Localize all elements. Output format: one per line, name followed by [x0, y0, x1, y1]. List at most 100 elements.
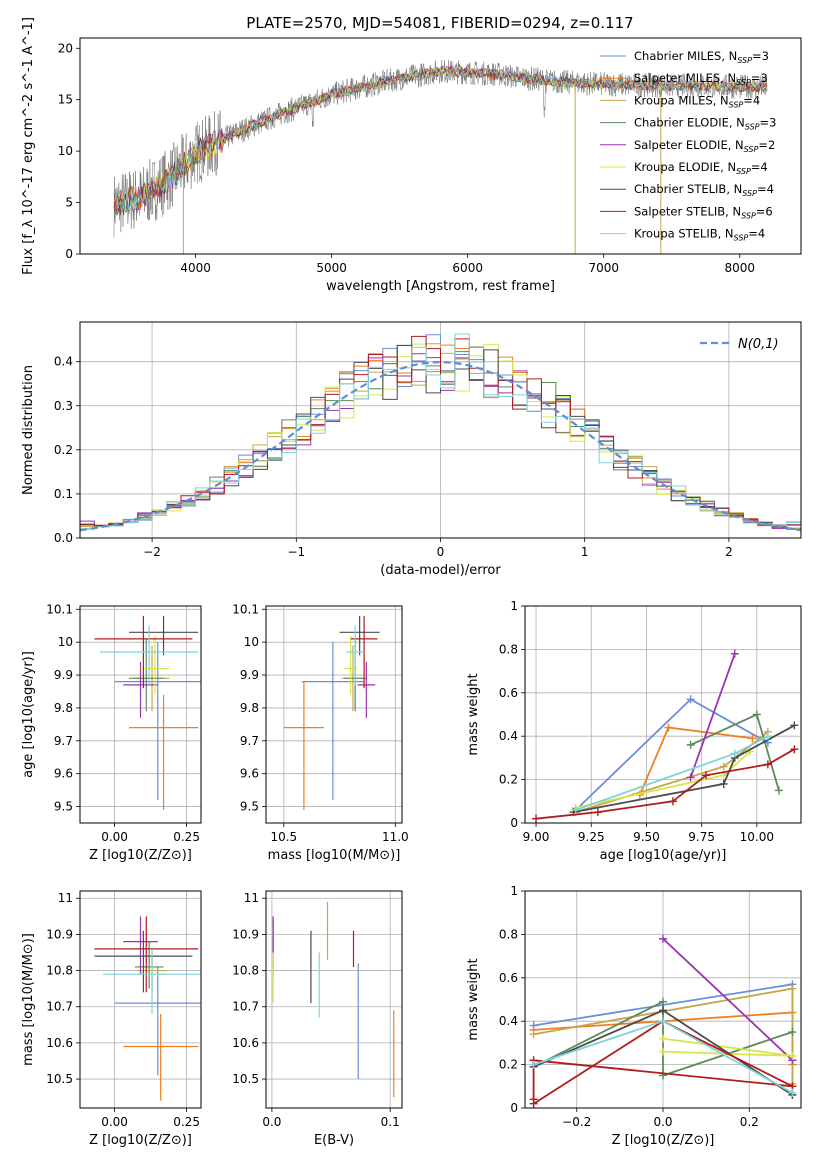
axes-frame — [524, 890, 802, 1109]
y-axis-label: age [log10(age/yr)] — [21, 651, 36, 778]
y-tick-label: 9.8 — [240, 701, 259, 715]
y-tick-label: 15 — [58, 93, 73, 107]
legend-subscript: SSP — [737, 56, 752, 65]
y-tick-label: 10.7 — [46, 1000, 73, 1014]
legend-nssp: =6 — [756, 204, 773, 218]
y-tick-label: 0 — [65, 247, 73, 261]
weight-marker — [719, 779, 728, 788]
y-tick-label: 10 — [58, 635, 73, 649]
legend-label: Chabrier ELODIE, NSSP=3 — [634, 116, 776, 132]
errorbar-point — [94, 930, 193, 993]
chart-age_vs_Z: 0.00 0.25 9.5 9.6 9.7 9.8 9.9 10 10.1 Z [log10(Z/… — [21, 602, 202, 863]
legend-label: Salpeter ELODIE, NSSP=2 — [634, 138, 775, 154]
weight-marker — [702, 771, 711, 780]
errorbar-point — [123, 916, 158, 975]
x-axis-label: wavelength [Angstrom, rest frame] — [326, 279, 555, 294]
plot-area — [532, 649, 799, 823]
y-tick-label: 10.8 — [46, 964, 73, 978]
y-tick-label: 9.9 — [54, 668, 73, 682]
x-tick-label: 4000 — [180, 261, 211, 275]
axes-frame — [265, 605, 403, 824]
y-tick-label: 11 — [58, 891, 73, 905]
legend-subscript: SSP — [729, 100, 744, 109]
weight-marker — [529, 1060, 538, 1069]
y-tick-label: 10.8 — [232, 964, 259, 978]
errorbar-point — [103, 948, 201, 1014]
x-tick-label: 1 — [581, 545, 589, 559]
chart-mass_vs_Z: 0.00 0.25 10.5 10.6 10.7 10.8 10.9 11 Z [log10(Z… — [21, 890, 202, 1148]
y-tick-label: 0.8 — [499, 642, 518, 656]
weight-series-line — [535, 748, 795, 820]
y-tick-label: 0 — [510, 1101, 518, 1115]
weight-marker — [686, 695, 695, 704]
weight-marker — [659, 997, 667, 1006]
y-axis-label: Normed distribution — [21, 365, 36, 495]
x-tick-label: 0.0 — [653, 1115, 672, 1129]
weight-marker — [659, 934, 667, 943]
legend-lib: Chabrier MILES, N — [634, 49, 737, 63]
errorbar-point — [114, 966, 201, 1076]
legend-subscript: SSP — [736, 167, 751, 176]
y-tick-label: 11 — [244, 891, 259, 905]
errorbar-point — [301, 642, 365, 800]
y-tick-label: 0.6 — [499, 686, 518, 700]
x-tick-label: 9.00 — [523, 830, 550, 844]
weight-series-line — [662, 938, 794, 1061]
legend-lib: Chabrier STELIB, N — [634, 182, 742, 196]
errorbar-point — [140, 635, 170, 695]
y-tick-label: 0.1 — [54, 487, 73, 501]
legend-lib: Salpeter STELIB, N — [634, 204, 741, 218]
errorbar-point — [114, 642, 201, 800]
x-tick-label: 9.50 — [633, 830, 660, 844]
weight-marker — [659, 1034, 667, 1043]
y-tick-label: 20 — [58, 41, 73, 55]
errorbar-point — [128, 615, 199, 656]
figure-title: PLATE=2570, MJD=54081, FIBERID=0294, z=0… — [246, 14, 633, 32]
weight-marker — [788, 1088, 797, 1097]
y-tick-label: 10.5 — [46, 1072, 73, 1086]
spectrum-model-line — [113, 66, 768, 216]
weight-marker — [730, 749, 739, 758]
y-tick-label: 9.5 — [240, 800, 259, 814]
legend-label: Kroupa STELIB, NSSP=4 — [634, 227, 765, 243]
chart-mass_vs_ebv: 0.0 0.1 10.5 10.6 10.7 10.8 10.9 11 E(B-V) — [232, 890, 403, 1148]
x-axis-label: Z [log10(Z/Z⊙)] — [89, 1133, 192, 1148]
y-axis-label: mass [log10(M/M⊙)] — [21, 933, 36, 1066]
y-axis-label: mass weight — [466, 958, 481, 1040]
weight-marker — [659, 1047, 667, 1056]
x-tick-label: 0 — [437, 545, 445, 559]
y-tick-label: 9.7 — [54, 734, 73, 748]
weight-marker — [532, 814, 541, 823]
legend-subscript: SSP — [734, 234, 749, 243]
x-tick-label: 10.00 — [740, 830, 774, 844]
weight-marker — [788, 1028, 797, 1037]
x-axis-label: E(B-V) — [314, 1133, 354, 1148]
weight-marker — [788, 984, 797, 993]
y-tick-label: 10 — [58, 144, 73, 158]
legend-lib: Kroupa STELIB, N — [634, 227, 734, 241]
y-tick-label: 0.4 — [54, 355, 73, 369]
chart-spectrum: 4000 5000 6000 7000 8000 0 5 10 15 20 wavelength [… — [21, 17, 802, 294]
x-tick-label: 5000 — [316, 261, 347, 275]
weight-marker — [529, 1095, 538, 1104]
reference-curve — [80, 360, 801, 532]
errorbar-point — [283, 681, 324, 810]
plot-area — [94, 615, 201, 810]
x-axis-label: Z [log10(Z/Z⊙)] — [89, 848, 192, 863]
errorbar-point — [94, 916, 199, 993]
weight-series-line — [689, 653, 736, 778]
y-tick-label: 0 — [510, 816, 518, 830]
weight-series-line — [575, 735, 769, 811]
plot-area — [80, 333, 801, 532]
x-tick-label: 7000 — [588, 261, 619, 275]
legend-nssp: =4 — [751, 160, 768, 174]
x-tick-label: 10.5 — [270, 830, 297, 844]
y-tick-label: 10 — [244, 635, 259, 649]
legend-label: Salpeter STELIB, NSSP=6 — [634, 204, 773, 220]
axes-frame — [265, 890, 403, 1109]
residuals-legend: N(0,1) — [700, 337, 779, 352]
x-tick-label: 0.1 — [381, 1115, 400, 1129]
weight-marker — [730, 649, 739, 658]
axes-frame — [79, 605, 202, 824]
